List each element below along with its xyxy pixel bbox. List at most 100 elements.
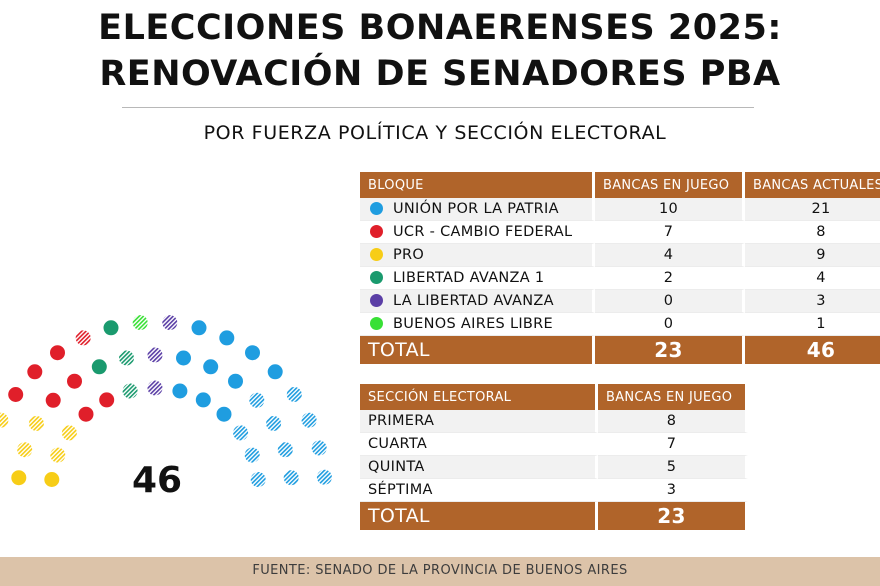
- seat-libertad-avanza-1-en-juego: [103, 320, 119, 336]
- total-actuales: 46: [745, 336, 880, 364]
- seat-pro-actual: [0, 412, 9, 428]
- party-name-cell: PRO: [360, 244, 595, 267]
- seat-uni-n-por-la-patria-en-juego: [267, 364, 283, 380]
- parliament-seats: [0, 315, 332, 487]
- seat-ucr-cambio-federal-en-juego: [99, 392, 115, 408]
- party-row: BUENOS AIRES LIBRE 0 1: [360, 313, 880, 336]
- party-color-dot: [370, 271, 383, 284]
- section-total-row: TOTAL 23: [360, 502, 748, 530]
- bancas-actuales-value: 3: [745, 290, 880, 313]
- section-en-juego-value: 5: [598, 456, 748, 479]
- seat-ucr-cambio-federal-en-juego: [78, 406, 94, 422]
- seat-uni-n-por-la-patria-actual: [266, 416, 282, 431]
- header-bancas-en-juego: BANCAS EN JUEGO: [595, 172, 745, 198]
- parliament-total-label: 46: [131, 460, 183, 501]
- party-color-dot: [370, 248, 383, 261]
- section-row: CUARTA 7: [360, 433, 748, 456]
- seat-ucr-cambio-federal-actual: [75, 330, 91, 346]
- seat-pro-en-juego: [11, 470, 27, 486]
- party-color-dot: [370, 202, 383, 215]
- bancas-en-juego-value: 7: [595, 221, 745, 244]
- section-en-juego-value: 3: [598, 479, 748, 502]
- seat-uni-n-por-la-patria-en-juego: [203, 359, 219, 375]
- section-total-en-juego: 23: [598, 502, 748, 530]
- section-row: PRIMERA 8: [360, 410, 748, 433]
- seat-ucr-cambio-federal-en-juego: [45, 392, 61, 408]
- section-total-label: TOTAL: [360, 502, 598, 530]
- section-en-juego-value: 8: [598, 410, 748, 433]
- header-bancas-actuales: BANCAS ACTUALES: [745, 172, 880, 198]
- seat-ucr-cambio-federal-en-juego: [8, 387, 24, 402]
- seat-uni-n-por-la-patria-actual: [233, 425, 249, 441]
- party-name: LA LIBERTAD AVANZA: [393, 293, 554, 309]
- seat-uni-n-por-la-patria-en-juego: [219, 330, 235, 346]
- seat-pro-en-juego: [44, 472, 60, 487]
- seat-uni-n-por-la-patria-en-juego: [216, 406, 232, 422]
- seat-uni-n-por-la-patria-actual: [301, 412, 317, 428]
- section-row: SÉPTIMA 3: [360, 479, 748, 502]
- party-table: BLOQUE BANCAS EN JUEGO BANCAS ACTUALES U…: [360, 172, 880, 364]
- seat-uni-n-por-la-patria-en-juego: [176, 350, 191, 366]
- header-bloque: BLOQUE: [360, 172, 595, 198]
- seat-ucr-cambio-federal-en-juego: [67, 373, 82, 389]
- seat-uni-n-por-la-patria-actual: [286, 387, 302, 402]
- header-seccion-electoral: SECCIÓN ELECTORAL: [360, 384, 598, 410]
- section-table: SECCIÓN ELECTORAL BANCAS EN JUEGO PRIMER…: [360, 384, 748, 530]
- party-name-cell: BUENOS AIRES LIBRE: [360, 313, 595, 336]
- section-name: CUARTA: [360, 433, 598, 456]
- bancas-actuales-value: 1: [745, 313, 880, 336]
- section-name: PRIMERA: [360, 410, 598, 433]
- seat-libertad-avanza-1-actual: [119, 350, 134, 366]
- total-label: TOTAL: [360, 336, 595, 364]
- party-name-cell: LA LIBERTAD AVANZA: [360, 290, 595, 313]
- bancas-actuales-value: 4: [745, 267, 880, 290]
- seat-la-libertad-avanza-actual: [147, 347, 163, 363]
- bancas-actuales-value: 8: [745, 221, 880, 244]
- title-line-2: RENOVACIÓN DE SENADORES PBA: [99, 54, 781, 94]
- bancas-en-juego-value: 10: [595, 198, 745, 221]
- subtitle: POR FUERZA POLÍTICA Y SECCIÓN ELECTORAL: [203, 122, 667, 144]
- bancas-actuales-value: 9: [745, 244, 880, 267]
- bancas-en-juego-value: 4: [595, 244, 745, 267]
- seat-uni-n-por-la-patria-en-juego: [172, 383, 188, 399]
- seat-uni-n-por-la-patria-actual: [250, 472, 266, 487]
- seat-uni-n-por-la-patria-actual: [277, 442, 293, 458]
- party-name-cell: LIBERTAD AVANZA 1: [360, 267, 595, 290]
- party-name: PRO: [393, 247, 425, 263]
- seat-uni-n-por-la-patria-actual: [316, 469, 332, 485]
- seat-libertad-avanza-1-en-juego: [91, 359, 107, 375]
- party-name: UCR - CAMBIO FEDERAL: [393, 224, 573, 240]
- section-row: QUINTA 5: [360, 456, 748, 479]
- seat-pro-actual: [50, 447, 66, 463]
- seat-uni-n-por-la-patria-en-juego: [228, 373, 243, 389]
- party-name: UNIÓN POR LA PATRIA: [393, 201, 559, 217]
- title-line-1: ELECCIONES BONAERENSES 2025:: [98, 8, 782, 48]
- seat-uni-n-por-la-patria-actual: [311, 440, 327, 456]
- source-bar: FUENTE: SENADO DE LA PROVINCIA DE BUENOS…: [0, 557, 880, 586]
- party-row: LA LIBERTAD AVANZA 0 3: [360, 290, 880, 313]
- bancas-en-juego-value: 0: [595, 313, 745, 336]
- section-table-header: SECCIÓN ELECTORAL BANCAS EN JUEGO: [360, 384, 748, 410]
- section-name: QUINTA: [360, 456, 598, 479]
- seat-pro-actual: [28, 416, 44, 431]
- total-en-juego: 23: [595, 336, 745, 364]
- bancas-actuales-value: 21: [745, 198, 880, 221]
- seat-uni-n-por-la-patria-en-juego: [195, 392, 211, 408]
- party-color-dot: [370, 317, 383, 330]
- party-color-dot: [370, 225, 383, 238]
- section-name: SÉPTIMA: [360, 479, 598, 502]
- seat-uni-n-por-la-patria-actual: [244, 447, 260, 463]
- seat-uni-n-por-la-patria-actual: [249, 392, 265, 408]
- seat-la-libertad-avanza-actual: [162, 315, 178, 331]
- seat-uni-n-por-la-patria-en-juego: [245, 345, 260, 361]
- party-total-row: TOTAL 23 46: [360, 336, 880, 364]
- seat-ucr-cambio-federal-en-juego: [27, 364, 43, 380]
- party-name: LIBERTAD AVANZA 1: [393, 270, 545, 286]
- party-row: UCR - CAMBIO FEDERAL 7 8: [360, 221, 880, 244]
- party-row: UNIÓN POR LA PATRIA 10 21: [360, 198, 880, 221]
- seat-uni-n-por-la-patria-actual: [283, 470, 299, 486]
- party-name-cell: UNIÓN POR LA PATRIA: [360, 198, 595, 221]
- party-row: PRO 4 9: [360, 244, 880, 267]
- seat-la-libertad-avanza-actual: [147, 380, 163, 396]
